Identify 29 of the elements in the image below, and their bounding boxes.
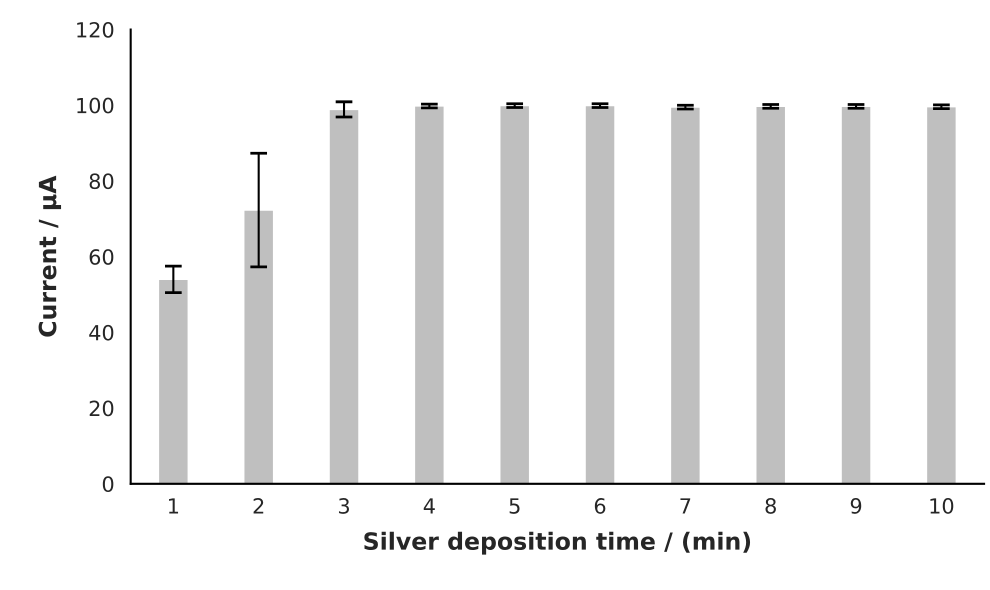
bar [670,106,702,484]
y-tick-label: 100 [77,98,114,114]
x-tick-label: 6 [594,498,606,514]
x-tick-label: 10 [930,498,954,514]
x-tick-label: 7 [680,498,690,514]
y-tick-label: 20 [90,400,114,416]
x-tick-label: 4 [424,498,435,514]
y-axis-title: Current / µA [38,176,62,337]
x-tick-label: 9 [850,498,862,514]
y-tick-label: 60 [90,249,114,265]
bar [926,106,958,484]
x-tick-label: 5 [510,498,520,514]
bar [243,209,274,484]
x-tick-label: 1 [169,498,178,514]
y-tick-label: 80 [90,173,114,190]
y-tick-label: 0 [102,476,114,492]
bar [499,104,530,484]
bar [584,104,616,484]
x-tick-label: 8 [766,498,776,514]
y-tick-label: 40 [89,324,114,341]
bar [158,278,189,484]
y-tick-label: 120 [77,22,114,38]
x-tick-label: 2 [254,498,264,514]
bar [328,108,360,484]
bar [755,106,786,484]
x-tick-label: 3 [338,498,349,514]
x-axis-title: Silver deposition time / (min) [364,532,750,555]
bar [840,106,872,484]
bar [414,105,445,484]
